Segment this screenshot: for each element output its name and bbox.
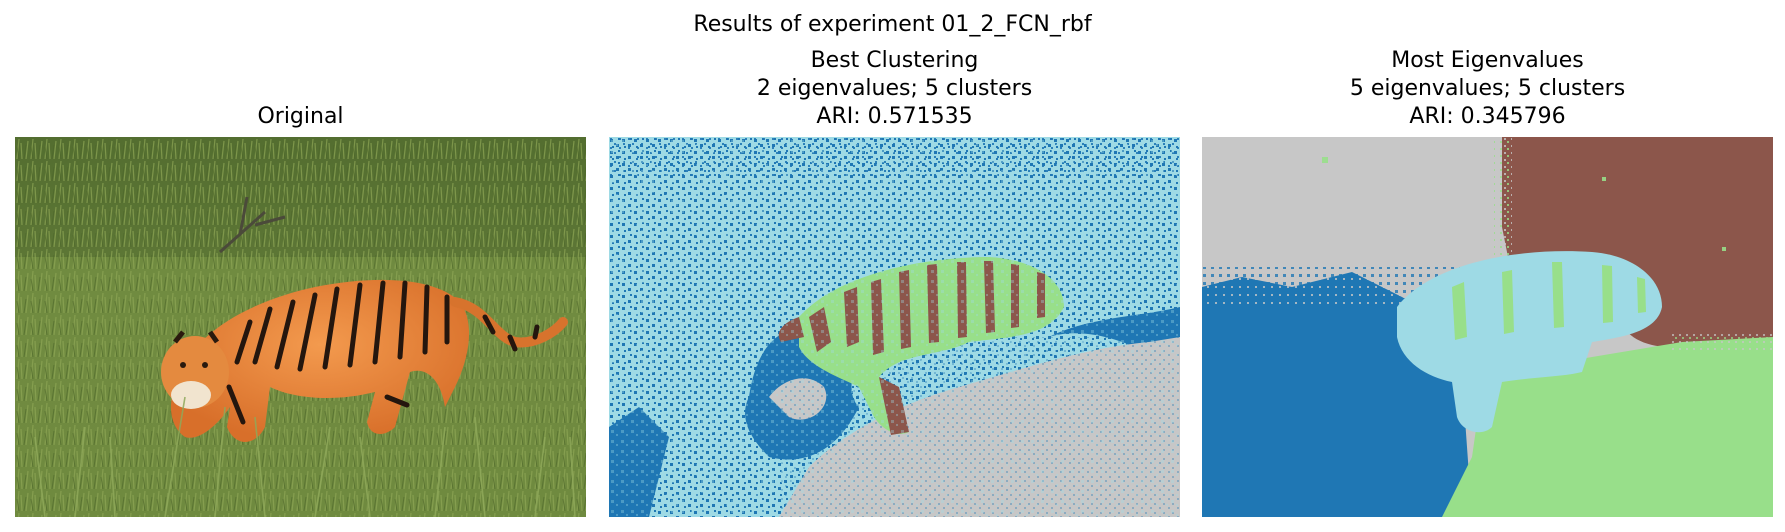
panel-title-line: Original [257, 104, 344, 129]
figure-title: Results of experiment 01_2_FCN_rbf [693, 12, 1092, 37]
panel-title-line: 2 eigenvalues; 5 clusters [756, 76, 1033, 101]
segmentation-map [609, 137, 1180, 517]
panel-title-line: Best Clustering [810, 48, 979, 73]
panel-title-most-eigenvalues: Most Eigenvalues 5 eigenvalues; 5 cluste… [1202, 47, 1773, 131]
panel-most-eigenvalues: Most Eigenvalues 5 eigenvalues; 5 cluste… [1202, 48, 1773, 517]
panel-title-line: 5 eigenvalues; 5 clusters [1349, 76, 1626, 101]
panel-title-best-clustering: Best Clustering 2 eigenvalues; 5 cluster… [609, 47, 1180, 131]
panel-title-original: Original [15, 103, 586, 131]
best-clustering-map [609, 137, 1180, 517]
panel-title-line: Most Eigenvalues [1391, 48, 1584, 73]
tiger-photo [15, 137, 586, 517]
panel-best-clustering: Best Clustering 2 eigenvalues; 5 cluster… [609, 48, 1180, 517]
original-image [15, 137, 586, 517]
most-eigenvalues-map [1202, 137, 1773, 517]
panel-title-line: ARI: 0.571535 [816, 104, 973, 129]
segmentation-map [1202, 137, 1773, 517]
panel-original: Original [15, 104, 586, 517]
panel-title-line: ARI: 0.345796 [1409, 104, 1566, 129]
